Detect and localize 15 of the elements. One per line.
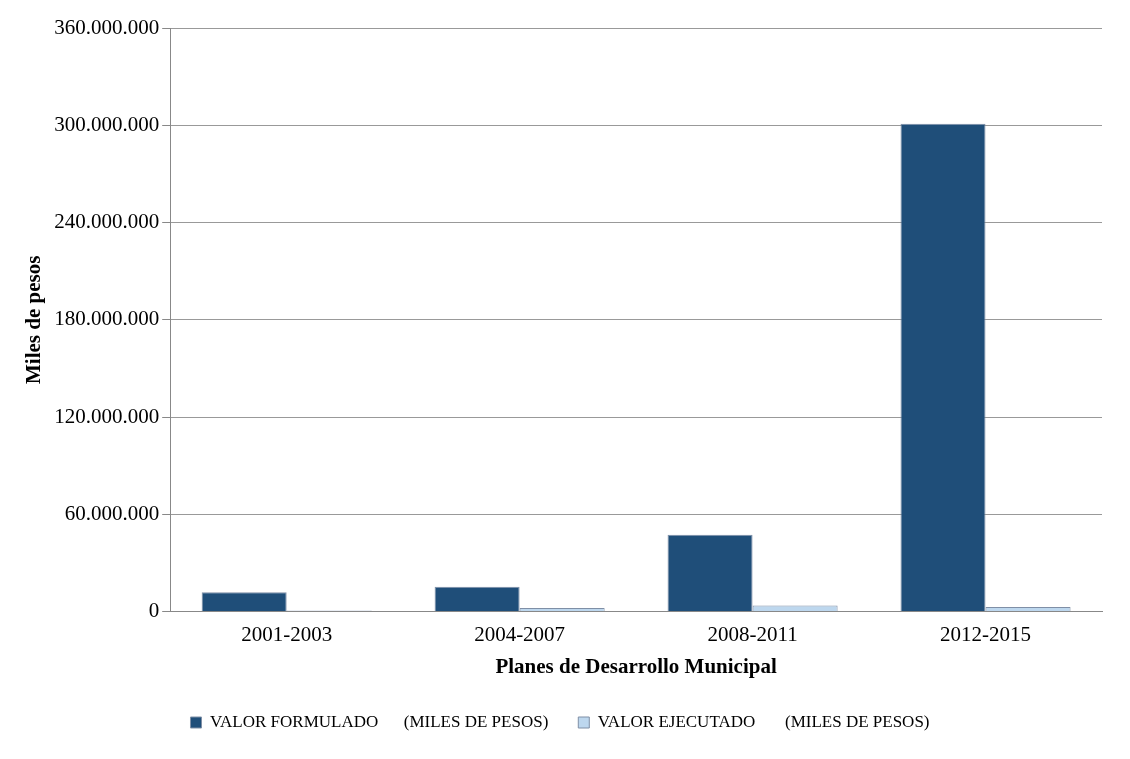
legend-label: VALOR EJECUTADO (MILES DE PESOS): [597, 711, 930, 731]
x-tick-label: 2012-2015: [940, 621, 1032, 646]
y-axis-title: Miles de pesos: [21, 255, 46, 384]
x-tick-label: 2008-2011: [707, 621, 798, 646]
y-tick-label: 300.000.000: [54, 111, 160, 136]
legend-label: VALOR FORMULADO (MILES DE PESOS): [209, 711, 549, 731]
x-axis-title: Planes de Desarrollo Municipal: [495, 653, 777, 678]
y-tick-label: 240.000.000: [54, 209, 160, 234]
y-tick-label: 60.000.000: [64, 500, 160, 525]
y-tick-label: 360.000.000: [54, 14, 160, 39]
y-tick-label: 0: [148, 598, 160, 623]
y-tick-label: 120.000.000: [54, 403, 160, 428]
y-tick-label: 180.000.000: [54, 306, 160, 331]
x-tick-label: 2001-2003: [241, 621, 333, 646]
x-tick-label: 2004-2007: [474, 621, 566, 646]
